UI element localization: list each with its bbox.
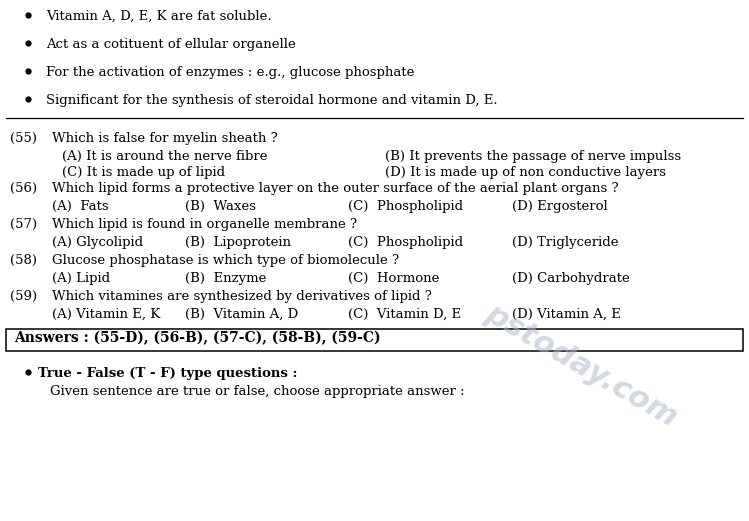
Text: (A) Vitamin E, K: (A) Vitamin E, K (52, 308, 160, 321)
Text: (A)  Fats: (A) Fats (52, 200, 109, 213)
Text: (A) Lipid: (A) Lipid (52, 272, 110, 285)
Text: (C)  Hormone: (C) Hormone (348, 272, 440, 285)
Text: Which lipid forms a protective layer on the outer surface of the aerial plant or: Which lipid forms a protective layer on … (52, 182, 619, 195)
Text: For the activation of enzymes : e.g., glucose phosphate: For the activation of enzymes : e.g., gl… (46, 66, 414, 79)
Text: (A) It is around the nerve fibre: (A) It is around the nerve fibre (62, 150, 267, 163)
Text: Which vitamines are synthesized by derivatives of lipid ?: Which vitamines are synthesized by deriv… (52, 290, 432, 303)
Text: (D) Carbohydrate: (D) Carbohydrate (512, 272, 630, 285)
Text: Act as a cotituent of ellular organelle: Act as a cotituent of ellular organelle (46, 38, 296, 51)
Text: (55): (55) (10, 132, 37, 145)
Text: (C)  Phospholipid: (C) Phospholipid (348, 236, 463, 249)
Text: (C) It is made up of lipid: (C) It is made up of lipid (62, 166, 225, 179)
Text: Which lipid is found in organelle membrane ?: Which lipid is found in organelle membra… (52, 218, 357, 231)
Text: (D) Triglyceride: (D) Triglyceride (512, 236, 619, 249)
Text: pstoday.com: pstoday.com (480, 299, 682, 433)
Text: (B)  Lipoprotein: (B) Lipoprotein (185, 236, 291, 249)
Text: (C)  Vitamin D, E: (C) Vitamin D, E (348, 308, 461, 321)
Text: Significant for the synthesis of steroidal hormone and vitamin D, E.: Significant for the synthesis of steroid… (46, 94, 497, 107)
Text: (D) Vitamin A, E: (D) Vitamin A, E (512, 308, 621, 321)
Text: Given sentence are true or false, choose appropriate answer :: Given sentence are true or false, choose… (50, 385, 464, 398)
Text: (C)  Phospholipid: (C) Phospholipid (348, 200, 463, 213)
Text: Vitamin A, D, E, K are fat soluble.: Vitamin A, D, E, K are fat soluble. (46, 10, 272, 23)
Text: (B) It prevents the passage of nerve impulss: (B) It prevents the passage of nerve imp… (385, 150, 681, 163)
Text: Answers : (55-D), (56-B), (57-C), (58-B), (59-C): Answers : (55-D), (56-B), (57-C), (58-B)… (14, 331, 380, 345)
Text: (B)  Waxes: (B) Waxes (185, 200, 256, 213)
Text: True - False (T - F) type questions :: True - False (T - F) type questions : (38, 367, 297, 380)
FancyBboxPatch shape (6, 329, 743, 351)
Text: (59): (59) (10, 290, 37, 303)
Text: Which is false for myelin sheath ?: Which is false for myelin sheath ? (52, 132, 278, 145)
Text: (56): (56) (10, 182, 37, 195)
Text: (58): (58) (10, 254, 37, 267)
Text: (D) Ergosterol: (D) Ergosterol (512, 200, 607, 213)
Text: Glucose phosphatase is which type of biomolecule ?: Glucose phosphatase is which type of bio… (52, 254, 399, 267)
Text: (B)  Enzyme: (B) Enzyme (185, 272, 267, 285)
Text: (A) Glycolipid: (A) Glycolipid (52, 236, 143, 249)
Text: (D) It is made up of non conductive layers: (D) It is made up of non conductive laye… (385, 166, 666, 179)
Text: (57): (57) (10, 218, 37, 231)
Text: (B)  Vitamin A, D: (B) Vitamin A, D (185, 308, 298, 321)
